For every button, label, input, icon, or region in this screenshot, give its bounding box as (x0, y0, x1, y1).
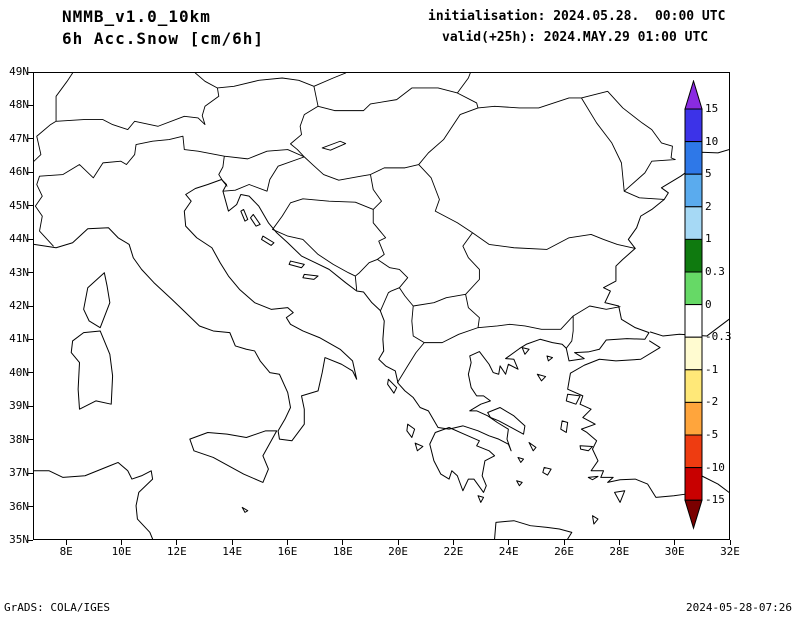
colorbar-segment (684, 336, 703, 371)
lon-tick-label: 18E (332, 545, 353, 558)
lon-tick-label: 12E (166, 545, 187, 558)
coastline-mainland (34, 150, 729, 451)
grads-credit: GrADS: COLA/IGES (4, 601, 110, 614)
lon-tick-mark (176, 540, 178, 545)
lat-tick-label: 37N (9, 466, 29, 480)
lon-tick-mark (508, 540, 510, 545)
colorbar-segment (684, 108, 703, 143)
lon-tick-label: 16E (277, 545, 298, 558)
lon-tick-mark (397, 540, 399, 545)
colorbar-svg (684, 80, 703, 530)
coastline-sardinia (71, 331, 112, 409)
lon-tick-label: 10E (111, 545, 132, 558)
coastline-peloponnese (430, 427, 495, 492)
colorbar-segment (684, 206, 703, 240)
lon-tick-mark (231, 540, 233, 545)
map-frame (33, 72, 730, 540)
colorbar-segment (684, 369, 703, 403)
lat-tick-label: 47N (9, 131, 29, 145)
colorbar-segment (684, 304, 703, 338)
lon-tick-label: 28E (609, 545, 630, 558)
coastline-corsica (84, 273, 110, 328)
lon-tick-mark (563, 540, 565, 545)
lon-tick-mark (65, 540, 67, 545)
lon-tick-mark (618, 540, 620, 545)
lon-tick-mark (342, 540, 344, 545)
colorbar-arrow-bottom (684, 499, 703, 530)
field-title: 6h Acc.Snow [cm/6h] (62, 29, 265, 48)
lon-tick-label: 22E (443, 545, 464, 558)
lon-tick-label: 8E (59, 545, 73, 558)
colorbar-segment (684, 434, 703, 469)
model-title: NMMB_v1.0_10km (62, 7, 211, 26)
colorbar-arrow-top (684, 80, 703, 110)
lat-tick-label: 49N (9, 65, 29, 78)
init-time-label: initialisation: 2024.05.28. 00:00 UTC (428, 9, 726, 24)
lat-tick-label: 35N (9, 533, 29, 546)
lat-tick-label: 39N (9, 399, 29, 413)
coastline-anatolia (568, 319, 729, 497)
lat-tick-label: 38N (9, 432, 29, 446)
lon-tick-label: 26E (554, 545, 574, 558)
lon-tick-label: 24E (498, 545, 519, 558)
lat-tick-label: 40N (9, 365, 29, 379)
lat-tick-label: 42N (9, 299, 29, 312)
lon-tick-mark (452, 540, 454, 545)
lon-tick-label: 32E (720, 545, 740, 558)
colorbar-segment (684, 271, 703, 306)
coastline-islands (241, 209, 625, 524)
valid-time-label: valid(+25h): 2024.MAY.29 01:00 UTC (442, 30, 709, 45)
lon-tick-mark (674, 540, 676, 545)
lat-tick-label: 45N (9, 198, 29, 212)
lon-tick-mark (121, 540, 122, 545)
lat-tick-label: 36N (9, 499, 29, 513)
lon-tick-mark (286, 540, 288, 545)
coastline-euboea (488, 408, 525, 435)
lat-tick-label: 41N (9, 332, 29, 346)
country-borders (34, 73, 675, 383)
colorbar-segment (684, 401, 703, 436)
colorbar-segment (684, 467, 703, 501)
lon-tick-label: 14E (222, 545, 243, 558)
lon-tick-label: 30E (664, 545, 685, 558)
coastline-sicily (190, 431, 277, 483)
lon-tick-label: 20E (388, 545, 409, 558)
lat-tick-label: 43N (9, 265, 29, 279)
coastline-crete (495, 521, 572, 539)
lat-tick-label: 44N (9, 232, 29, 246)
lat-tick-label: 48N (9, 98, 29, 112)
colorbar-segment (684, 141, 703, 175)
lon-tick-mark (729, 540, 731, 545)
colorbar-segment (684, 173, 703, 208)
lat-tick-label: 46N (9, 165, 29, 179)
coastline-north-africa (34, 462, 248, 539)
map-svg (34, 73, 729, 539)
creation-timestamp: 2024-05-28-07:26 (686, 601, 792, 614)
colorbar-segment (684, 238, 703, 273)
